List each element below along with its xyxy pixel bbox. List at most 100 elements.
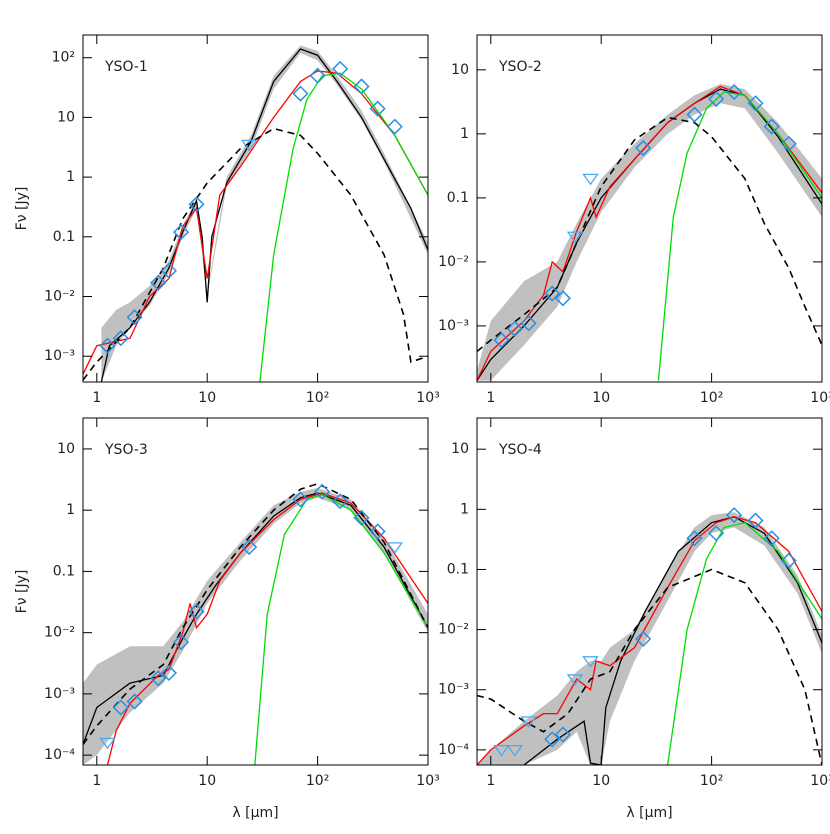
upper-limit (240, 139, 258, 152)
x-tick-label: 10³ (810, 773, 830, 789)
axes-frame (476, 417, 823, 766)
y-tick-label: 1 (460, 126, 469, 142)
x-tick-label: 10² (700, 773, 723, 789)
x-tick-label: 10 (198, 773, 216, 789)
x-tick-label: 10² (306, 773, 329, 789)
model-range-band (101, 45, 428, 382)
flux-point (309, 67, 326, 84)
model-range-band (477, 84, 822, 381)
x-tick-label: 10² (700, 390, 723, 406)
flux-point (780, 552, 797, 569)
model-curve (100, 48, 428, 382)
dashed-model (83, 482, 428, 745)
flux-point (554, 290, 571, 307)
flux-point (126, 309, 143, 326)
y-tick-label: 10⁻⁴ (44, 747, 75, 763)
y-tick-label: 10 (57, 109, 75, 125)
upper-limit (506, 745, 524, 757)
y-tick-label: 10⁻³ (44, 686, 75, 702)
flux-point (188, 196, 205, 213)
y-tick-label: 10⁻³ (438, 682, 469, 698)
flux-point (353, 78, 370, 95)
upper-limit (566, 231, 584, 244)
flux-point (386, 118, 403, 135)
flux-point (126, 693, 143, 710)
dashed-model (83, 127, 428, 381)
x-tick-label: 1 (486, 390, 495, 406)
upper-limit (386, 542, 404, 554)
y-tick-label: 10⁻² (44, 625, 75, 641)
flux-point (173, 224, 190, 241)
axes-frame (82, 34, 429, 383)
model-curve (106, 492, 428, 765)
flux-point (763, 530, 780, 547)
upper-limit (99, 737, 116, 750)
y-tick-label: 10 (451, 441, 469, 457)
flux-point (369, 523, 386, 540)
plot-area (477, 84, 822, 381)
panel-label: YSO-4 (498, 442, 542, 458)
panel: 1 10 10² 10³ 10⁻³ 10⁻² 0.1 1 10 10² YSO-1 Fν [Jy] (14, 34, 440, 406)
x-tick-label: 1 (486, 773, 495, 789)
flux-point (292, 491, 309, 508)
flux-point (160, 664, 177, 681)
x-tick-label: 1 (92, 773, 101, 789)
flux-point (112, 699, 129, 716)
x-tick-label: 10 (592, 390, 610, 406)
model-curve (254, 493, 428, 765)
flux-point (520, 315, 537, 332)
upper-limit (582, 173, 599, 186)
y-tick-label: 10⁻³ (44, 348, 75, 364)
panel-label: YSO-3 (104, 442, 148, 458)
flux-point (150, 274, 167, 291)
flux-point (292, 85, 309, 102)
flux-point (635, 139, 652, 157)
flux-point (686, 530, 703, 547)
x-tick-label: 10³ (416, 773, 439, 789)
flux-point (112, 330, 129, 347)
flux-point (747, 95, 764, 112)
flux-point (493, 332, 510, 349)
flux-point (726, 507, 743, 524)
upper-limit (582, 656, 599, 668)
y-tick-label: 1 (460, 501, 469, 517)
model-curve (259, 72, 428, 382)
x-axis-label: λ [μm] (232, 805, 278, 821)
x-tick-label: 10³ (810, 390, 830, 406)
x-axis-label: λ [μm] (626, 805, 672, 821)
upper-limit (520, 716, 537, 728)
flux-point (747, 512, 764, 529)
panel: 1 10 10² 10³ 10⁻³ 10⁻² 0.1 1 10 YSO-2 (438, 34, 830, 406)
flux-point (554, 726, 571, 743)
x-tick-label: 1 (92, 390, 101, 406)
panel-label: YSO-2 (498, 59, 542, 75)
flux-point (99, 337, 116, 354)
flux-point (173, 634, 190, 651)
y-tick-label: 0.1 (447, 190, 469, 206)
x-tick-label: 10 (592, 773, 610, 789)
y-tick-label: 10 (451, 62, 469, 78)
flux-point (544, 731, 561, 748)
y-tick-label: 10² (52, 50, 75, 66)
y-tick-label: 10⁻² (438, 254, 469, 270)
y-tick-label: 10 (57, 441, 75, 457)
panel-label: YSO-1 (104, 59, 148, 75)
plot-area (477, 512, 822, 765)
y-tick-label: 0.1 (53, 229, 75, 245)
y-tick-label: 0.1 (447, 561, 469, 577)
flux-point (353, 509, 370, 526)
dashed-model (477, 568, 822, 765)
upper-limit (493, 745, 510, 757)
flux-point (726, 83, 743, 101)
flux-point (332, 493, 349, 510)
flux-point (708, 525, 725, 542)
flux-point (763, 118, 780, 135)
flux-point (241, 538, 258, 556)
upper-limit (566, 674, 584, 686)
flux-point (150, 670, 167, 687)
y-tick-label: 1 (66, 502, 75, 518)
model-curve (477, 516, 822, 765)
model-range-band (83, 488, 428, 765)
y-axis-label: Fν [Jy] (14, 570, 30, 614)
x-tick-label: 10 (198, 390, 216, 406)
